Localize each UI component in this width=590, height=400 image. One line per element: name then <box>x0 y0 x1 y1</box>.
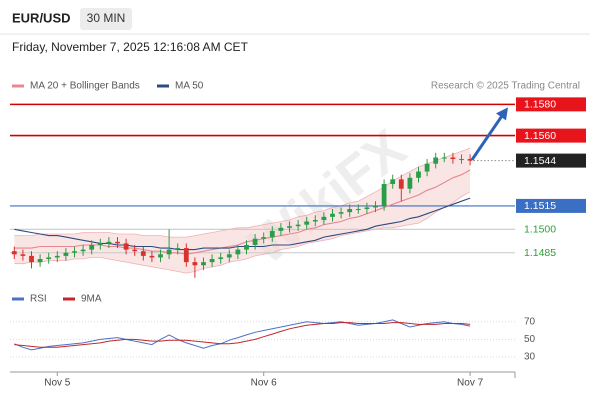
price-label-box <box>516 128 586 143</box>
price-label: 1.1485 <box>524 247 556 259</box>
candle-body <box>140 251 146 256</box>
candle-body <box>424 163 430 172</box>
candle-body <box>416 171 421 178</box>
candle-body <box>166 249 172 255</box>
forecast-arrow <box>470 113 505 161</box>
legend-label: MA 50 <box>175 81 204 92</box>
candle-body <box>390 179 396 185</box>
candle-body <box>175 248 181 250</box>
candle-body <box>295 224 301 227</box>
candle-body <box>338 212 344 214</box>
candle-body <box>467 159 473 161</box>
price-label: 1.1580 <box>524 99 556 111</box>
candle-body <box>398 179 404 189</box>
candle-body <box>132 249 138 252</box>
timeframe-box[interactable] <box>80 8 132 30</box>
candle-body <box>123 243 129 250</box>
candle-body <box>269 230 275 238</box>
indicator-line <box>14 319 471 351</box>
candle-body <box>244 244 249 250</box>
y-tick-label: 70 <box>524 316 536 327</box>
candle-body <box>226 254 232 258</box>
candle-body <box>54 255 60 258</box>
candle-body <box>218 257 224 260</box>
datetime: Friday, November 7, 2025 12:16:08 AM CET <box>12 40 249 54</box>
price-label-box <box>516 97 586 112</box>
candle-body <box>304 221 310 225</box>
bollinger-band-area <box>14 148 471 274</box>
x-tick-label: Nov 5 <box>44 378 71 389</box>
bollinger-band-lower <box>14 191 471 274</box>
candle-body <box>433 157 439 164</box>
candle-body <box>252 238 258 245</box>
candle-body <box>459 159 464 161</box>
legend-label: RSI <box>30 294 47 305</box>
candle-body <box>149 255 155 258</box>
candle-body <box>46 257 52 260</box>
candle-body <box>97 243 103 245</box>
legend-label: 9MA <box>81 294 102 305</box>
candle-body <box>37 259 43 263</box>
candle-body <box>209 259 215 263</box>
candle-body <box>106 241 112 244</box>
candle-body <box>450 157 456 160</box>
candle-body <box>261 237 267 239</box>
forecast-arrowhead <box>496 107 508 121</box>
price-label: 1.1515 <box>524 200 556 212</box>
price-label: 1.1544 <box>524 155 556 167</box>
candle-body <box>20 254 26 256</box>
price-label: 1.1560 <box>524 130 556 142</box>
candle-body <box>373 205 378 208</box>
credit: Research © 2025 Trading Central <box>431 81 580 92</box>
candle-body <box>11 251 17 255</box>
candle-body <box>364 207 370 210</box>
candle-body <box>312 219 318 222</box>
candle-body <box>115 241 120 244</box>
candle-body <box>158 254 163 258</box>
legend-label: MA 20 + Bollinger Bands <box>30 81 140 92</box>
candle-body <box>330 213 335 217</box>
candle-body <box>63 252 69 256</box>
indicator-line <box>14 322 471 348</box>
candle-body <box>201 262 206 266</box>
candle-body <box>287 226 292 228</box>
candle-body <box>441 157 447 159</box>
moving-average <box>14 197 471 251</box>
timeframe[interactable]: 30 MIN <box>87 11 126 25</box>
y-tick-label: 30 <box>524 352 536 363</box>
candle-body <box>72 251 77 253</box>
candle-body <box>278 227 284 231</box>
candle-body <box>29 255 34 263</box>
price-label-box <box>516 198 586 213</box>
candle-body <box>381 184 387 206</box>
price-label-box <box>516 153 586 168</box>
candle-body <box>89 244 95 250</box>
candle-body <box>235 249 241 255</box>
candle-body <box>80 249 86 252</box>
y-tick-label: 50 <box>524 334 536 345</box>
symbol: EUR/USD <box>12 10 71 25</box>
candle-body <box>183 248 189 263</box>
candle-body <box>192 262 198 266</box>
candle-body <box>407 177 413 189</box>
candle-body <box>347 209 353 213</box>
candle-body <box>321 216 327 220</box>
price-label: 1.1500 <box>524 224 556 236</box>
x-tick-label: Nov 6 <box>251 378 278 389</box>
x-tick-label: Nov 7 <box>457 378 484 389</box>
candle-body <box>355 209 361 211</box>
